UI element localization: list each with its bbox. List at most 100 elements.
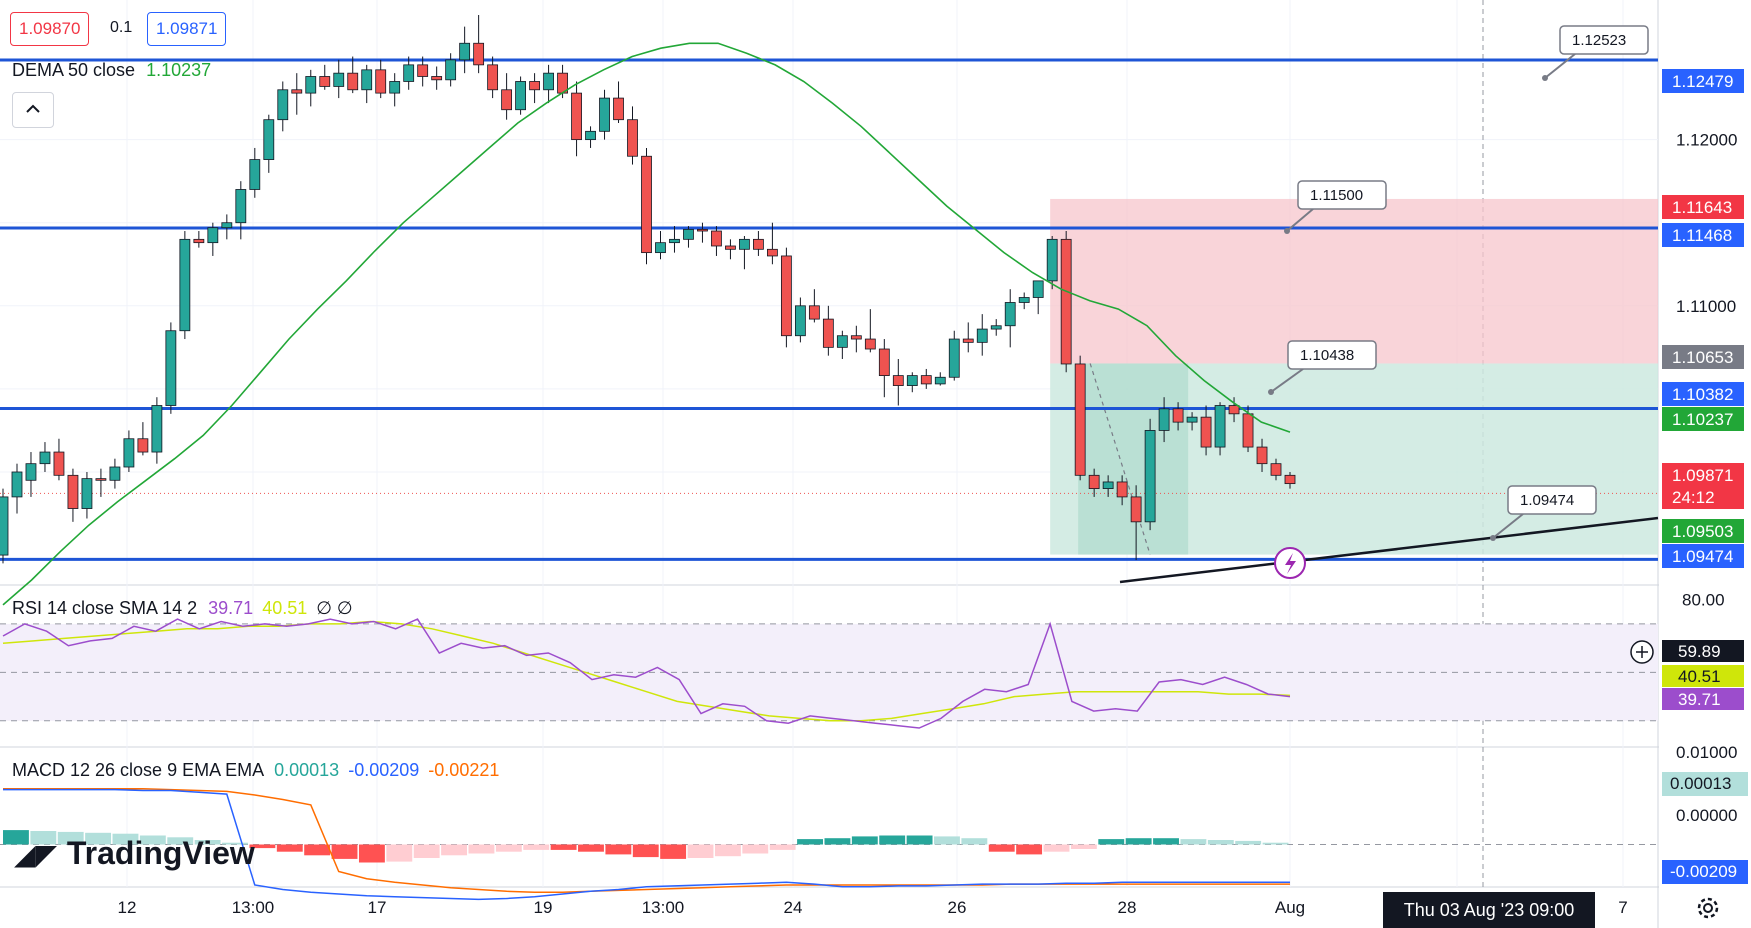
price-tick-label: 1.12000	[1676, 131, 1737, 150]
macd-histogram-bar	[523, 844, 550, 850]
rsi-label: 59.89	[1678, 642, 1721, 661]
callout-leader	[1492, 513, 1524, 539]
macd-legend-signal: -0.00221	[428, 760, 500, 780]
macd-histogram-bar	[1070, 844, 1097, 849]
ask-price-box[interactable]: 1.09871	[147, 12, 227, 46]
dema-legend-label: DEMA 50 close	[12, 60, 136, 80]
macd-signal-line	[3, 787, 1290, 893]
macd-histogram-bar	[961, 838, 988, 845]
macd-histogram-bar	[3, 830, 29, 845]
price-label: 1.12479	[1672, 72, 1733, 91]
crosshair-date-chip: Thu 03 Aug '23 09:00	[1383, 892, 1595, 928]
candle-body	[571, 92, 582, 141]
macd-histogram-bar	[139, 835, 166, 845]
candle-body	[585, 130, 596, 141]
macd-pane	[0, 787, 1658, 901]
chevron-up-icon	[26, 104, 40, 113]
candle-body	[333, 72, 345, 87]
macd-histogram-bar	[331, 844, 358, 859]
macd-histogram-bar	[85, 832, 112, 845]
macd-tick-label: 0.01000	[1676, 743, 1737, 762]
candle-body	[1158, 408, 1170, 431]
realized-zone	[1078, 363, 1189, 555]
candle-body	[948, 338, 960, 378]
brand-name: TradingView	[66, 835, 255, 871]
collapse-legend-button[interactable]	[12, 92, 54, 128]
callout-leader	[1270, 368, 1304, 393]
candle-body	[123, 438, 135, 468]
rsi-legend-value1: 39.71	[208, 598, 254, 618]
macd-histogram-bar	[1207, 840, 1234, 845]
macd-histogram-bar	[30, 831, 57, 845]
macd-line	[3, 788, 1290, 901]
candle-body	[753, 238, 764, 250]
candle-body	[137, 438, 149, 453]
candle-body	[431, 76, 443, 81]
macd-legend[interactable]: MACD 12 26 close 9 EMA EMA 0.00013 -0.00…	[12, 760, 499, 781]
candle-body	[543, 72, 554, 91]
candle-body	[808, 305, 820, 320]
candle-body	[962, 338, 974, 343]
macd-histogram-bar	[276, 844, 303, 852]
macd-histogram-bar	[358, 844, 385, 863]
macd-histogram-bar	[578, 844, 604, 852]
settings-gear-icon[interactable]	[1693, 893, 1723, 923]
lightning-icon	[1285, 553, 1296, 574]
candle-body	[165, 330, 177, 406]
candle-body	[1144, 430, 1156, 523]
macd-histogram-bar	[1016, 844, 1043, 855]
macd-histogram-bar	[714, 844, 741, 857]
bid-price-box[interactable]: 1.09870	[10, 12, 90, 46]
candle-body	[1088, 474, 1100, 490]
macd-histogram-bar	[413, 844, 440, 858]
price-tick-label: 1.11000	[1676, 297, 1736, 316]
candle-body	[599, 97, 610, 132]
candle-body	[1130, 496, 1142, 523]
macd-histogram-bar	[742, 844, 769, 854]
candle-body	[1172, 408, 1184, 423]
price-label: 1.11643	[1672, 198, 1732, 217]
time-tick-label: Aug	[1275, 898, 1305, 917]
price-label: 1.10237	[1672, 410, 1733, 429]
candle-body	[976, 328, 988, 343]
candle-body	[249, 159, 261, 190]
rsi-legend[interactable]: RSI 14 close SMA 14 2 39.71 40.51 ∅ ∅	[12, 598, 353, 619]
candle-body	[529, 81, 540, 91]
dema-legend[interactable]: DEMA 50 close 1.10237	[12, 60, 211, 81]
candle-body	[641, 155, 652, 254]
callout-leader	[1286, 208, 1314, 232]
dema-legend-value: 1.10237	[146, 60, 212, 80]
tradingview-logo: ◢◤ TradingView	[14, 835, 255, 872]
candle-body	[291, 89, 303, 94]
candle-body	[725, 245, 736, 250]
rsi-label-box	[1662, 665, 1744, 687]
macd-histogram-bar	[1262, 842, 1289, 845]
time-axis: 12 13:00 17 19 13:00 24 26 28 Aug 7	[118, 898, 1628, 917]
macd-histogram-bar	[1125, 838, 1152, 845]
candle-body	[1004, 302, 1016, 327]
macd-label: -0.00209	[1670, 862, 1737, 881]
candle-body	[235, 189, 247, 224]
candle-body	[794, 305, 806, 337]
rsi-label-box	[1662, 640, 1744, 662]
candle-body	[1284, 474, 1296, 485]
time-tick-label: 24	[784, 898, 803, 917]
macd-histogram-bar	[441, 844, 468, 856]
candle-body	[1032, 280, 1044, 298]
price-scale: 1.120001.110001.105001.100001.124791.116…	[1630, 0, 1751, 928]
candle-body	[697, 228, 708, 232]
price-label: 1.09503	[1672, 522, 1733, 541]
candle-body	[109, 466, 121, 481]
rsi-label-box	[1662, 688, 1744, 710]
price-label-box	[1662, 69, 1744, 93]
candle-body	[375, 69, 387, 94]
callout-box	[1507, 485, 1597, 515]
callout-box	[1297, 180, 1387, 210]
candle-body	[1074, 363, 1086, 476]
candle-body	[277, 89, 289, 121]
price-label: 1.09871	[1672, 466, 1733, 485]
macd-histogram-bar	[1153, 838, 1179, 845]
candle-body	[990, 325, 1002, 330]
macd-histogram-bar	[797, 839, 823, 845]
